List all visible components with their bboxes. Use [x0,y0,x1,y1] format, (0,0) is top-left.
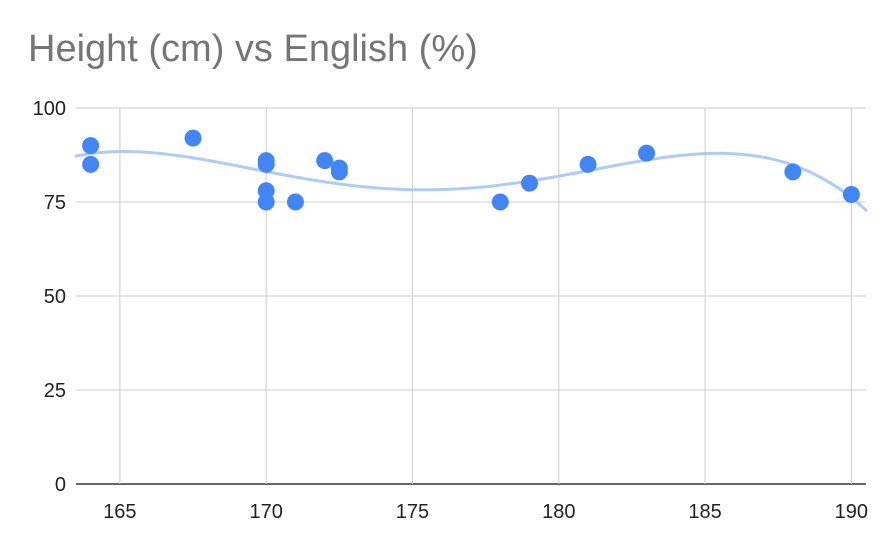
data-point [521,174,539,192]
data-point [82,137,100,155]
data-point [257,155,275,173]
trendline-layer [74,150,868,212]
data-point [842,185,860,203]
x-tick-label: 175 [396,501,429,523]
y-tick-label: 25 [44,380,66,402]
data-point [316,152,334,170]
data-point [184,129,202,147]
grid-lines [76,107,866,485]
y-tick-label: 0 [55,474,66,496]
x-tick-label: 170 [249,501,282,523]
data-point [82,155,100,173]
data-point [257,193,275,211]
x-tick-label: 180 [542,501,575,523]
x-tick-label: 165 [103,501,136,523]
data-point [286,193,304,211]
trendline [74,150,868,212]
data-point [638,144,656,162]
y-tick-label: 100 [33,98,66,120]
data-points [82,129,860,211]
y-tick-label: 50 [44,286,66,308]
chart-title: Height (cm) vs English (%) [28,28,478,70]
y-axis-ticks: 0 25 50 75 100 [33,98,66,496]
data-point [784,163,802,181]
data-point [491,193,509,211]
y-tick-label: 75 [44,192,66,214]
data-point [330,163,348,181]
x-tick-label: 190 [835,501,868,523]
x-tick-label: 185 [688,501,721,523]
data-point [579,155,597,173]
x-axis-ticks: 165 170 175 180 185 190 [103,501,868,523]
